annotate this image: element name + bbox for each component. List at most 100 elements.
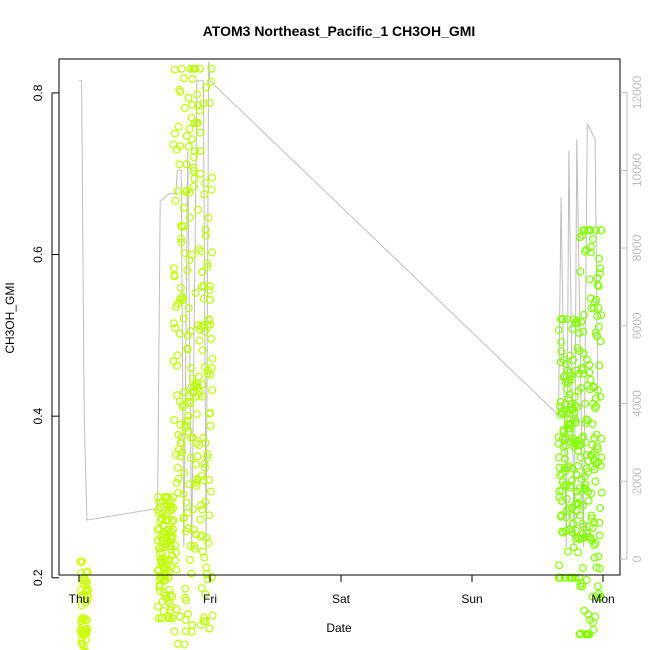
data-point (169, 525, 178, 534)
data-point (179, 203, 188, 212)
data-point (83, 590, 92, 599)
data-point (182, 498, 191, 507)
data-point (595, 564, 604, 573)
data-point (192, 460, 201, 469)
data-point (168, 517, 177, 526)
data-point (560, 463, 569, 472)
y-axis-label: CH3OH_GMI (3, 282, 17, 353)
data-point (154, 614, 163, 623)
data-point (589, 625, 598, 634)
data-point (171, 196, 180, 205)
data-point (572, 471, 581, 480)
y2-tick-label: 6000 (630, 312, 644, 339)
data-point (578, 582, 587, 591)
data-point (588, 420, 597, 429)
data-point (596, 392, 605, 401)
data-point (167, 506, 176, 515)
data-point (207, 334, 216, 343)
data-point (579, 522, 588, 531)
data-point (575, 347, 584, 356)
data-point (565, 427, 574, 436)
data-point (199, 321, 208, 330)
data-point (581, 399, 590, 408)
y2-tick-label: 10000 (630, 153, 644, 187)
data-point (165, 614, 174, 623)
data-point (82, 578, 91, 587)
data-point (591, 539, 600, 548)
data-point (557, 527, 566, 536)
data-point (592, 295, 601, 304)
data-point (201, 179, 210, 188)
data-point (589, 303, 598, 312)
data-point (554, 433, 563, 442)
data-point (564, 462, 573, 471)
data-point (556, 573, 565, 582)
data-point (196, 64, 205, 73)
data-point (584, 496, 593, 505)
x-axis-label: Date (326, 621, 352, 635)
data-point (192, 410, 201, 419)
data-point (190, 147, 199, 156)
data-point (201, 225, 210, 234)
data-point (198, 392, 207, 401)
data-point (184, 142, 193, 151)
data-point (183, 416, 192, 425)
data-point (570, 393, 579, 402)
data-point (596, 337, 605, 346)
data-point (204, 539, 213, 548)
data-point (595, 531, 604, 540)
data-point (208, 611, 217, 620)
y-tick-label: 0.2 (31, 569, 45, 586)
data-point (176, 283, 185, 292)
x-tick-label-sat: Sat (332, 592, 351, 606)
axes-layer: Thu Fri Sat Sun Mon 0.2 0.4 0.6 0.8 0 2000 4000 6000… (31, 76, 644, 606)
data-point (593, 582, 602, 591)
data-point (189, 163, 198, 172)
data-point (194, 101, 203, 110)
x-tick-label-mon: Mon (591, 592, 614, 606)
data-point (597, 311, 606, 320)
data-point (594, 303, 603, 312)
data-point (180, 249, 189, 258)
data-point (594, 282, 603, 291)
data-point (597, 453, 606, 462)
data-point (207, 185, 216, 194)
data-point (595, 593, 604, 602)
x-tick-label-thu: Thu (69, 592, 90, 606)
data-point (195, 245, 204, 254)
data-point (189, 505, 198, 514)
data-point (571, 416, 580, 425)
data-point (203, 262, 212, 271)
data-point (593, 280, 602, 289)
data-point (154, 602, 163, 611)
data-point (580, 226, 589, 235)
data-point (82, 615, 91, 624)
data-point (579, 369, 588, 378)
data-point (578, 530, 587, 539)
data-point (558, 409, 567, 418)
data-point (574, 446, 583, 455)
data-point (586, 375, 595, 384)
data-point (588, 523, 597, 532)
data-point (560, 449, 569, 458)
data-point (579, 310, 588, 319)
data-point (172, 605, 181, 614)
data-point (205, 476, 214, 485)
data-point (567, 481, 576, 490)
data-point (202, 617, 211, 626)
x-tick-label-sun: Sun (461, 592, 482, 606)
data-point (596, 504, 605, 513)
data-point (190, 174, 199, 183)
data-point (186, 399, 195, 408)
data-point (188, 620, 197, 629)
data-point (570, 573, 579, 582)
data-point (172, 565, 181, 574)
data-point (172, 478, 181, 487)
data-point (594, 552, 603, 561)
data-point (585, 360, 594, 369)
data-point (206, 295, 215, 304)
data-point (596, 461, 605, 470)
data-point (169, 319, 178, 328)
y2-tick-label: 2000 (630, 468, 644, 495)
data-point (565, 368, 574, 377)
